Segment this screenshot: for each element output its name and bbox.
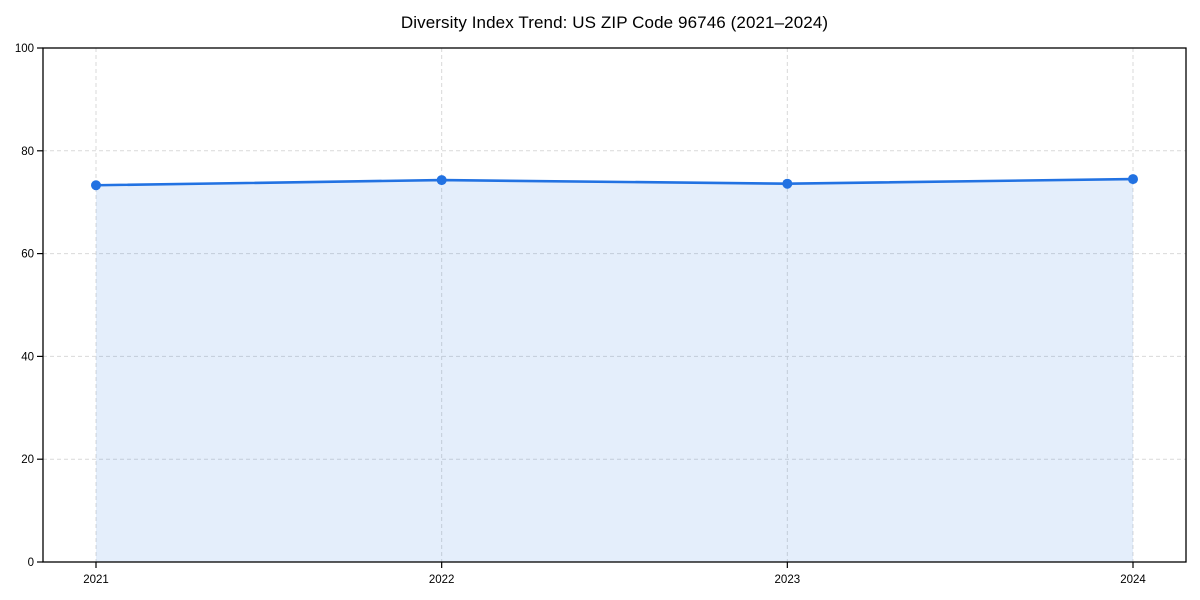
data-point-marker xyxy=(91,180,101,191)
area-fill xyxy=(96,179,1133,562)
y-tick-label: 80 xyxy=(21,146,34,158)
data-point-marker xyxy=(1128,174,1138,185)
y-tick-label: 20 xyxy=(21,454,34,466)
chart-title: Diversity Index Trend: US ZIP Code 96746… xyxy=(400,13,829,32)
y-tick-label: 60 xyxy=(21,249,34,261)
y-tick-label: 0 xyxy=(28,557,34,569)
x-tick-label: 2022 xyxy=(429,574,455,586)
x-tick-label: 2021 xyxy=(83,574,109,586)
y-tick-label: 100 xyxy=(15,43,34,55)
plot-border xyxy=(42,47,1187,563)
data-point-marker xyxy=(782,178,793,189)
trend-line xyxy=(94,177,1135,187)
x-tick-label: 2023 xyxy=(775,574,801,586)
y-tick-label: 40 xyxy=(21,351,34,363)
data-point-marker xyxy=(436,175,447,186)
x-tick-label: 2024 xyxy=(1120,574,1146,586)
